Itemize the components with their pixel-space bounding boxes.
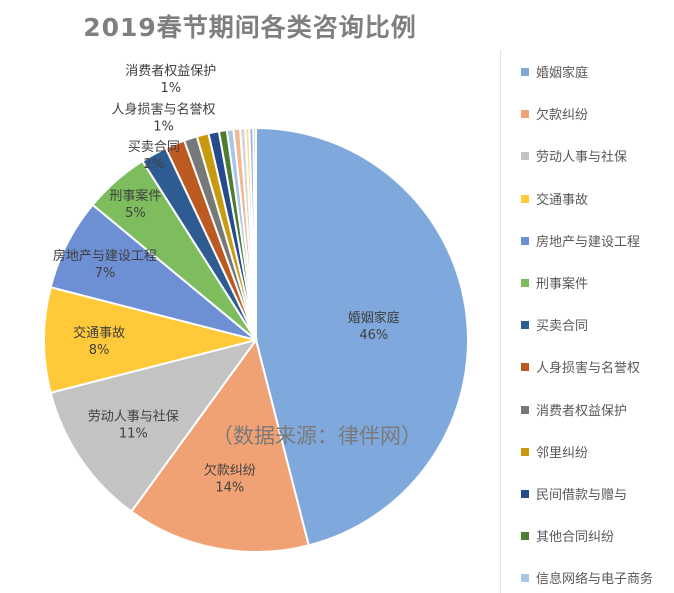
legend-label: 人身损害与名誉权 [536, 361, 641, 377]
slice-name-label: 婚姻家庭 [348, 310, 400, 326]
legend-swatch [521, 405, 529, 414]
legend-item: 信息网络与电子商务 [521, 568, 653, 587]
legend-item: 刑事案件 [521, 273, 588, 292]
legend-label: 劳动人事与社保 [536, 150, 628, 166]
slice-value-label: 14% [215, 480, 244, 495]
legend-item: 消费者权益保护 [521, 400, 627, 419]
legend: 婚姻家庭欠款纠纷劳动人事与社保 交通事故房地产与建设工程 刑事案件买卖合同人身损害与… [500, 50, 674, 593]
slice-value-label: 5% [125, 206, 146, 221]
legend-item: 民间借款与赠与 [521, 484, 627, 503]
legend-item: 其他合同纠纷 [521, 526, 614, 545]
pie-slice [252, 126, 257, 341]
pie-chart: 婚姻家庭 46% 欠款纠纷 14% 劳动人事与社保 11% 交通事故 8% 房地产与建设工程 7%… [43, 63, 469, 553]
legend-label: 消费者权益保护 [536, 403, 628, 419]
slice-name-label: 买卖合同 [128, 140, 180, 155]
legend-swatch [521, 110, 529, 119]
legend-item: 婚姻家庭 [521, 62, 588, 81]
legend-swatch [521, 279, 529, 287]
legend-label: 婚姻家庭 [536, 66, 589, 81]
slice-name-label: 欠款纠纷 [204, 462, 256, 478]
slice-value-label: 1% [153, 120, 174, 135]
legend-swatch [521, 321, 529, 330]
legend-swatch [521, 574, 529, 583]
legend-label: 房地产与建设工程 [536, 234, 641, 250]
legend-label: 欠款纠纷 [536, 108, 589, 124]
legend-swatch [521, 194, 529, 203]
slice-name-label: 房地产与建设工程 [53, 248, 157, 264]
legend-label: 刑事案件 [536, 277, 589, 292]
legend-item: 交通事故 [521, 189, 588, 208]
legend-label: 民间借款与赠与 [536, 488, 628, 503]
legend-item: 邻里纠纷 [521, 442, 588, 461]
legend-label: 买卖合同 [536, 319, 589, 335]
legend-label: 其他合同纠纷 [536, 530, 615, 546]
legend-item: 买卖合同 [521, 315, 588, 334]
slice-value-label: 8% [89, 343, 110, 358]
legend-item: 人身损害与名誉权 [521, 357, 640, 376]
slice-value-label: 7% [95, 266, 116, 281]
legend-item: 劳动人事与社保 [521, 146, 627, 165]
slice-value-label: 1% [160, 81, 181, 96]
legend-label: 邻里纠纷 [536, 445, 589, 461]
legend-item: 欠款纠纷 [521, 104, 588, 123]
legend-swatch [521, 236, 529, 245]
slice-value-label: 11% [119, 426, 148, 441]
legend-swatch [521, 68, 529, 76]
pie-slice [255, 126, 469, 547]
slice-name-label: 交通事故 [73, 325, 125, 341]
legend-swatch [521, 447, 529, 456]
slice-name-label: 消费者权益保护 [125, 63, 216, 79]
slice-value-label: 46% [359, 328, 388, 343]
slice-value-label: 2% [144, 157, 165, 172]
legend-label: 信息网络与电子商务 [536, 572, 654, 588]
pie-slice [49, 338, 259, 513]
legend-swatch [521, 363, 529, 372]
legend-label: 交通事故 [536, 192, 589, 208]
slice-name-label: 人身损害与名誉权 [111, 102, 215, 118]
chart-title: 2019春节期间各类咨询比例 [83, 13, 417, 42]
source-watermark: （数据来源：律伴网） [212, 424, 422, 448]
legend-swatch [521, 532, 529, 541]
legend-item: 房地产与建设工程 [521, 231, 640, 250]
pie-slice [129, 337, 310, 553]
legend-swatch [521, 490, 529, 498]
slice-name-label: 劳动人事与社保 [88, 408, 179, 424]
pie-slice [43, 286, 257, 394]
legend-swatch [521, 152, 529, 161]
slice-name-label: 刑事案件 [109, 189, 161, 204]
